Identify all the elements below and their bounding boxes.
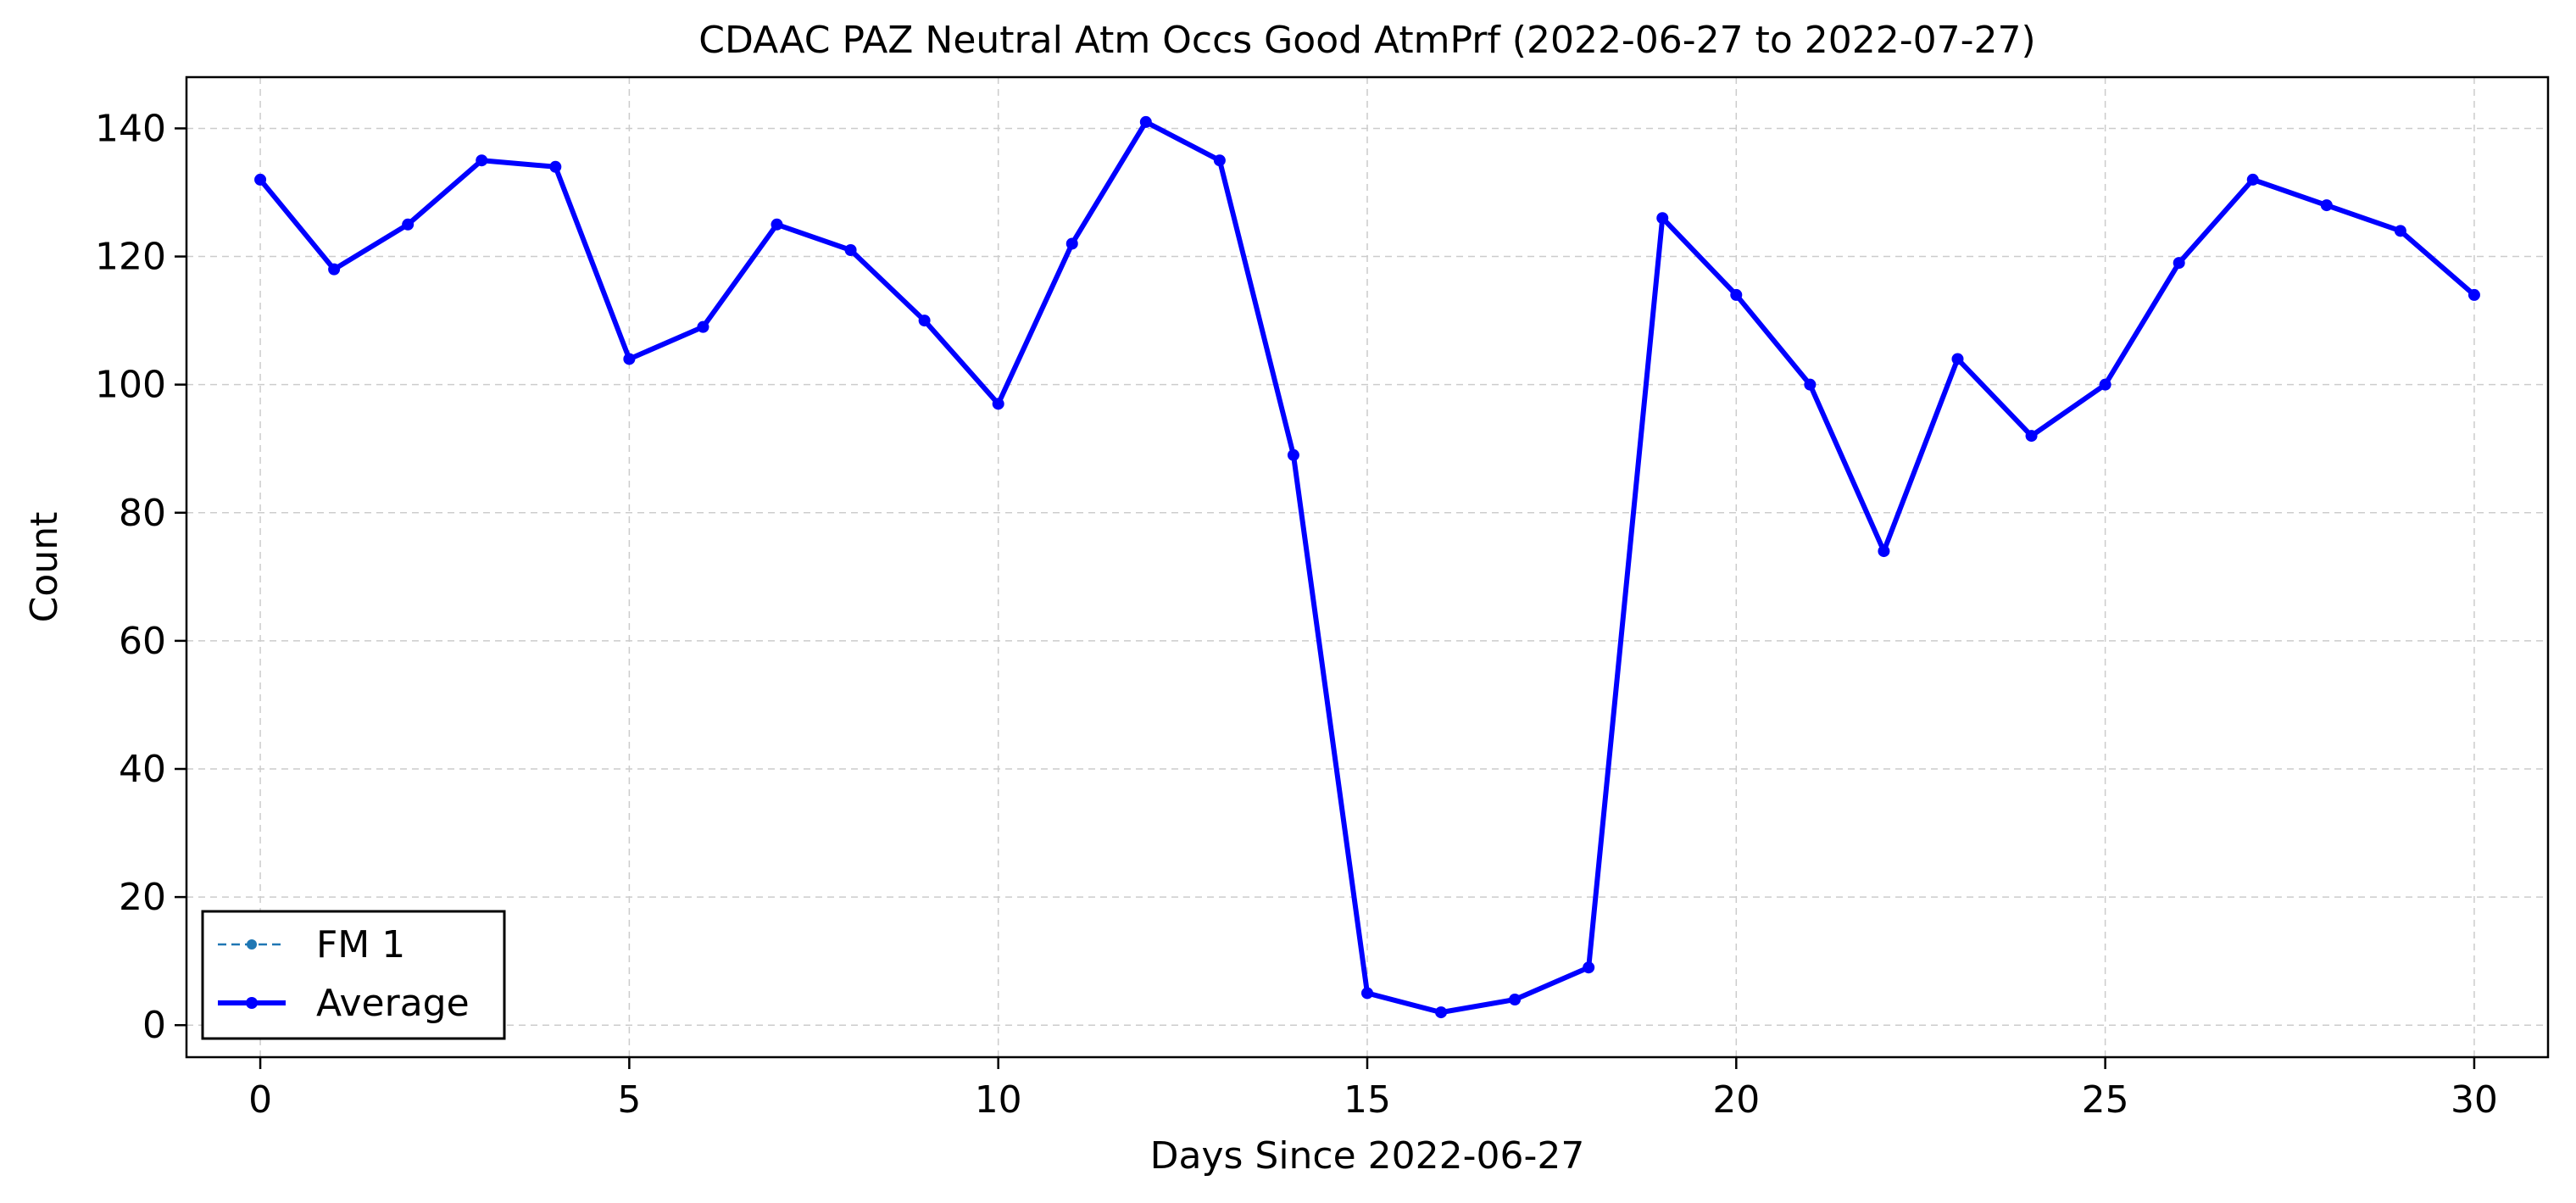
data-point-average xyxy=(2394,225,2406,237)
data-point-average xyxy=(1435,1006,1448,1019)
data-point-average xyxy=(918,315,931,327)
y-tick-label: 0 xyxy=(142,1004,166,1047)
x-tick-label: 10 xyxy=(975,1078,1022,1122)
chart-title: CDAAC PAZ Neutral Atm Occs Good AtmPrf (… xyxy=(698,19,2035,62)
x-tick-label: 15 xyxy=(1344,1078,1391,1122)
data-point-average xyxy=(549,160,562,173)
data-point-average xyxy=(623,353,636,365)
grid xyxy=(186,77,2548,1057)
y-tick-label: 60 xyxy=(119,620,166,663)
legend-marker-fm1 xyxy=(247,939,257,950)
axis-ticks: 0 5 10 15 20 25 30 0 20 40 60 80 100 120 140 xyxy=(95,107,2498,1122)
data-point-average xyxy=(2025,430,2038,443)
data-point-average xyxy=(1878,545,1890,558)
data-point-average xyxy=(992,398,1004,410)
y-tick-label: 20 xyxy=(119,876,166,919)
y-tick-label: 120 xyxy=(95,236,166,279)
data-point-average xyxy=(254,173,267,186)
data-point-average xyxy=(476,154,488,167)
data-point-average xyxy=(1213,154,1226,167)
x-axis-label: Days Since 2022-06-27 xyxy=(1150,1134,1585,1178)
data-point-average xyxy=(2468,288,2480,301)
x-tick-label: 30 xyxy=(2451,1078,2498,1122)
data-point-average xyxy=(844,244,857,256)
legend-label-fm1: FM 1 xyxy=(316,923,405,966)
y-tick-label: 100 xyxy=(95,364,166,407)
y-axis-label: Count xyxy=(23,512,66,623)
data-point-average xyxy=(2173,257,2185,270)
data-point-average xyxy=(697,320,709,333)
data-point-average xyxy=(2246,173,2259,186)
series-layer xyxy=(254,115,2480,1019)
x-tick-label: 0 xyxy=(248,1078,272,1122)
x-tick-label: 25 xyxy=(2082,1078,2129,1122)
data-point-average xyxy=(1287,448,1299,461)
data-point-average xyxy=(402,218,414,231)
data-point-average xyxy=(1509,994,1522,1005)
data-point-average xyxy=(1583,961,1595,974)
legend-box xyxy=(201,910,506,1040)
y-tick-label: 40 xyxy=(119,748,166,791)
y-tick-label: 80 xyxy=(119,492,166,535)
legend-marker-average xyxy=(246,997,258,1009)
x-tick-label: 5 xyxy=(617,1078,641,1122)
y-tick-label: 140 xyxy=(95,107,166,150)
data-point-average xyxy=(2099,378,2111,391)
data-point-average xyxy=(1730,288,1743,301)
data-point-average xyxy=(1139,115,1152,128)
data-point-average xyxy=(328,263,341,276)
data-point-average xyxy=(1065,237,1078,250)
data-point-average xyxy=(2320,199,2333,212)
data-point-average xyxy=(1951,353,1964,365)
x-tick-label: 20 xyxy=(1712,1078,1760,1122)
data-point-average xyxy=(1804,378,1817,391)
data-point-average xyxy=(1656,212,1669,225)
legend: FM 1 Average xyxy=(201,910,506,1040)
data-point-average xyxy=(1361,987,1373,1000)
legend-label-average: Average xyxy=(316,982,470,1025)
data-point-average xyxy=(771,218,783,231)
